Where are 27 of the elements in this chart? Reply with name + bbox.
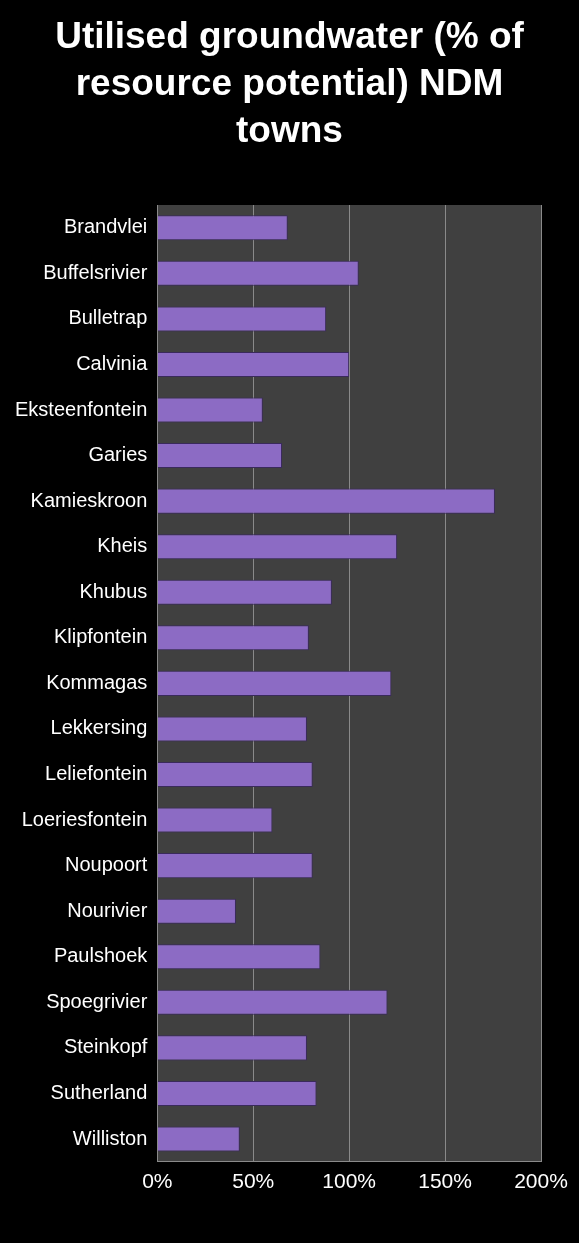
x-tick-label: 50%: [232, 1169, 275, 1193]
y-tick-label: Lekkersing: [50, 716, 148, 739]
y-tick-label: Garies: [88, 443, 148, 466]
y-tick-label: Kamieskroon: [30, 488, 148, 511]
x-tick-label: 150%: [418, 1169, 472, 1193]
y-tick-label: Leliefontein: [45, 762, 148, 785]
y-tick-label: Sutherland: [50, 1080, 148, 1103]
chart-title: Utilised groundwater (% of resource potential) NDM towns: [54, 14, 525, 152]
y-tick-label: Calvinia: [76, 351, 149, 374]
y-tick-label: Klipfontein: [53, 625, 148, 648]
x-tick-label: 100%: [322, 1169, 377, 1193]
y-tick-label: Kommagas: [46, 670, 148, 693]
y-tick-label: Williston: [72, 1126, 148, 1149]
y-tick-label: Noupoort: [65, 853, 148, 876]
x-tick-label: 200%: [514, 1169, 568, 1193]
y-tick-label: Steinkopf: [63, 1035, 148, 1058]
y-tick-label: Kheis: [97, 534, 148, 557]
x-tick-label: 0%: [142, 1169, 173, 1193]
y-tick-label: Paulshoek: [53, 944, 149, 967]
y-tick-label: Buffelsrivier: [43, 260, 148, 283]
y-tick-label: Eksteenfontein: [14, 397, 148, 420]
y-tick-label: Bulletrap: [68, 306, 148, 329]
y-tick-label: Spoegrivier: [46, 989, 148, 1012]
y-tick-label: Khubus: [79, 579, 148, 602]
y-tick-label: Brandvlei: [63, 215, 148, 238]
y-tick-label: Nourivier: [67, 898, 148, 921]
y-tick-label: Loeriesfontein: [21, 807, 148, 830]
